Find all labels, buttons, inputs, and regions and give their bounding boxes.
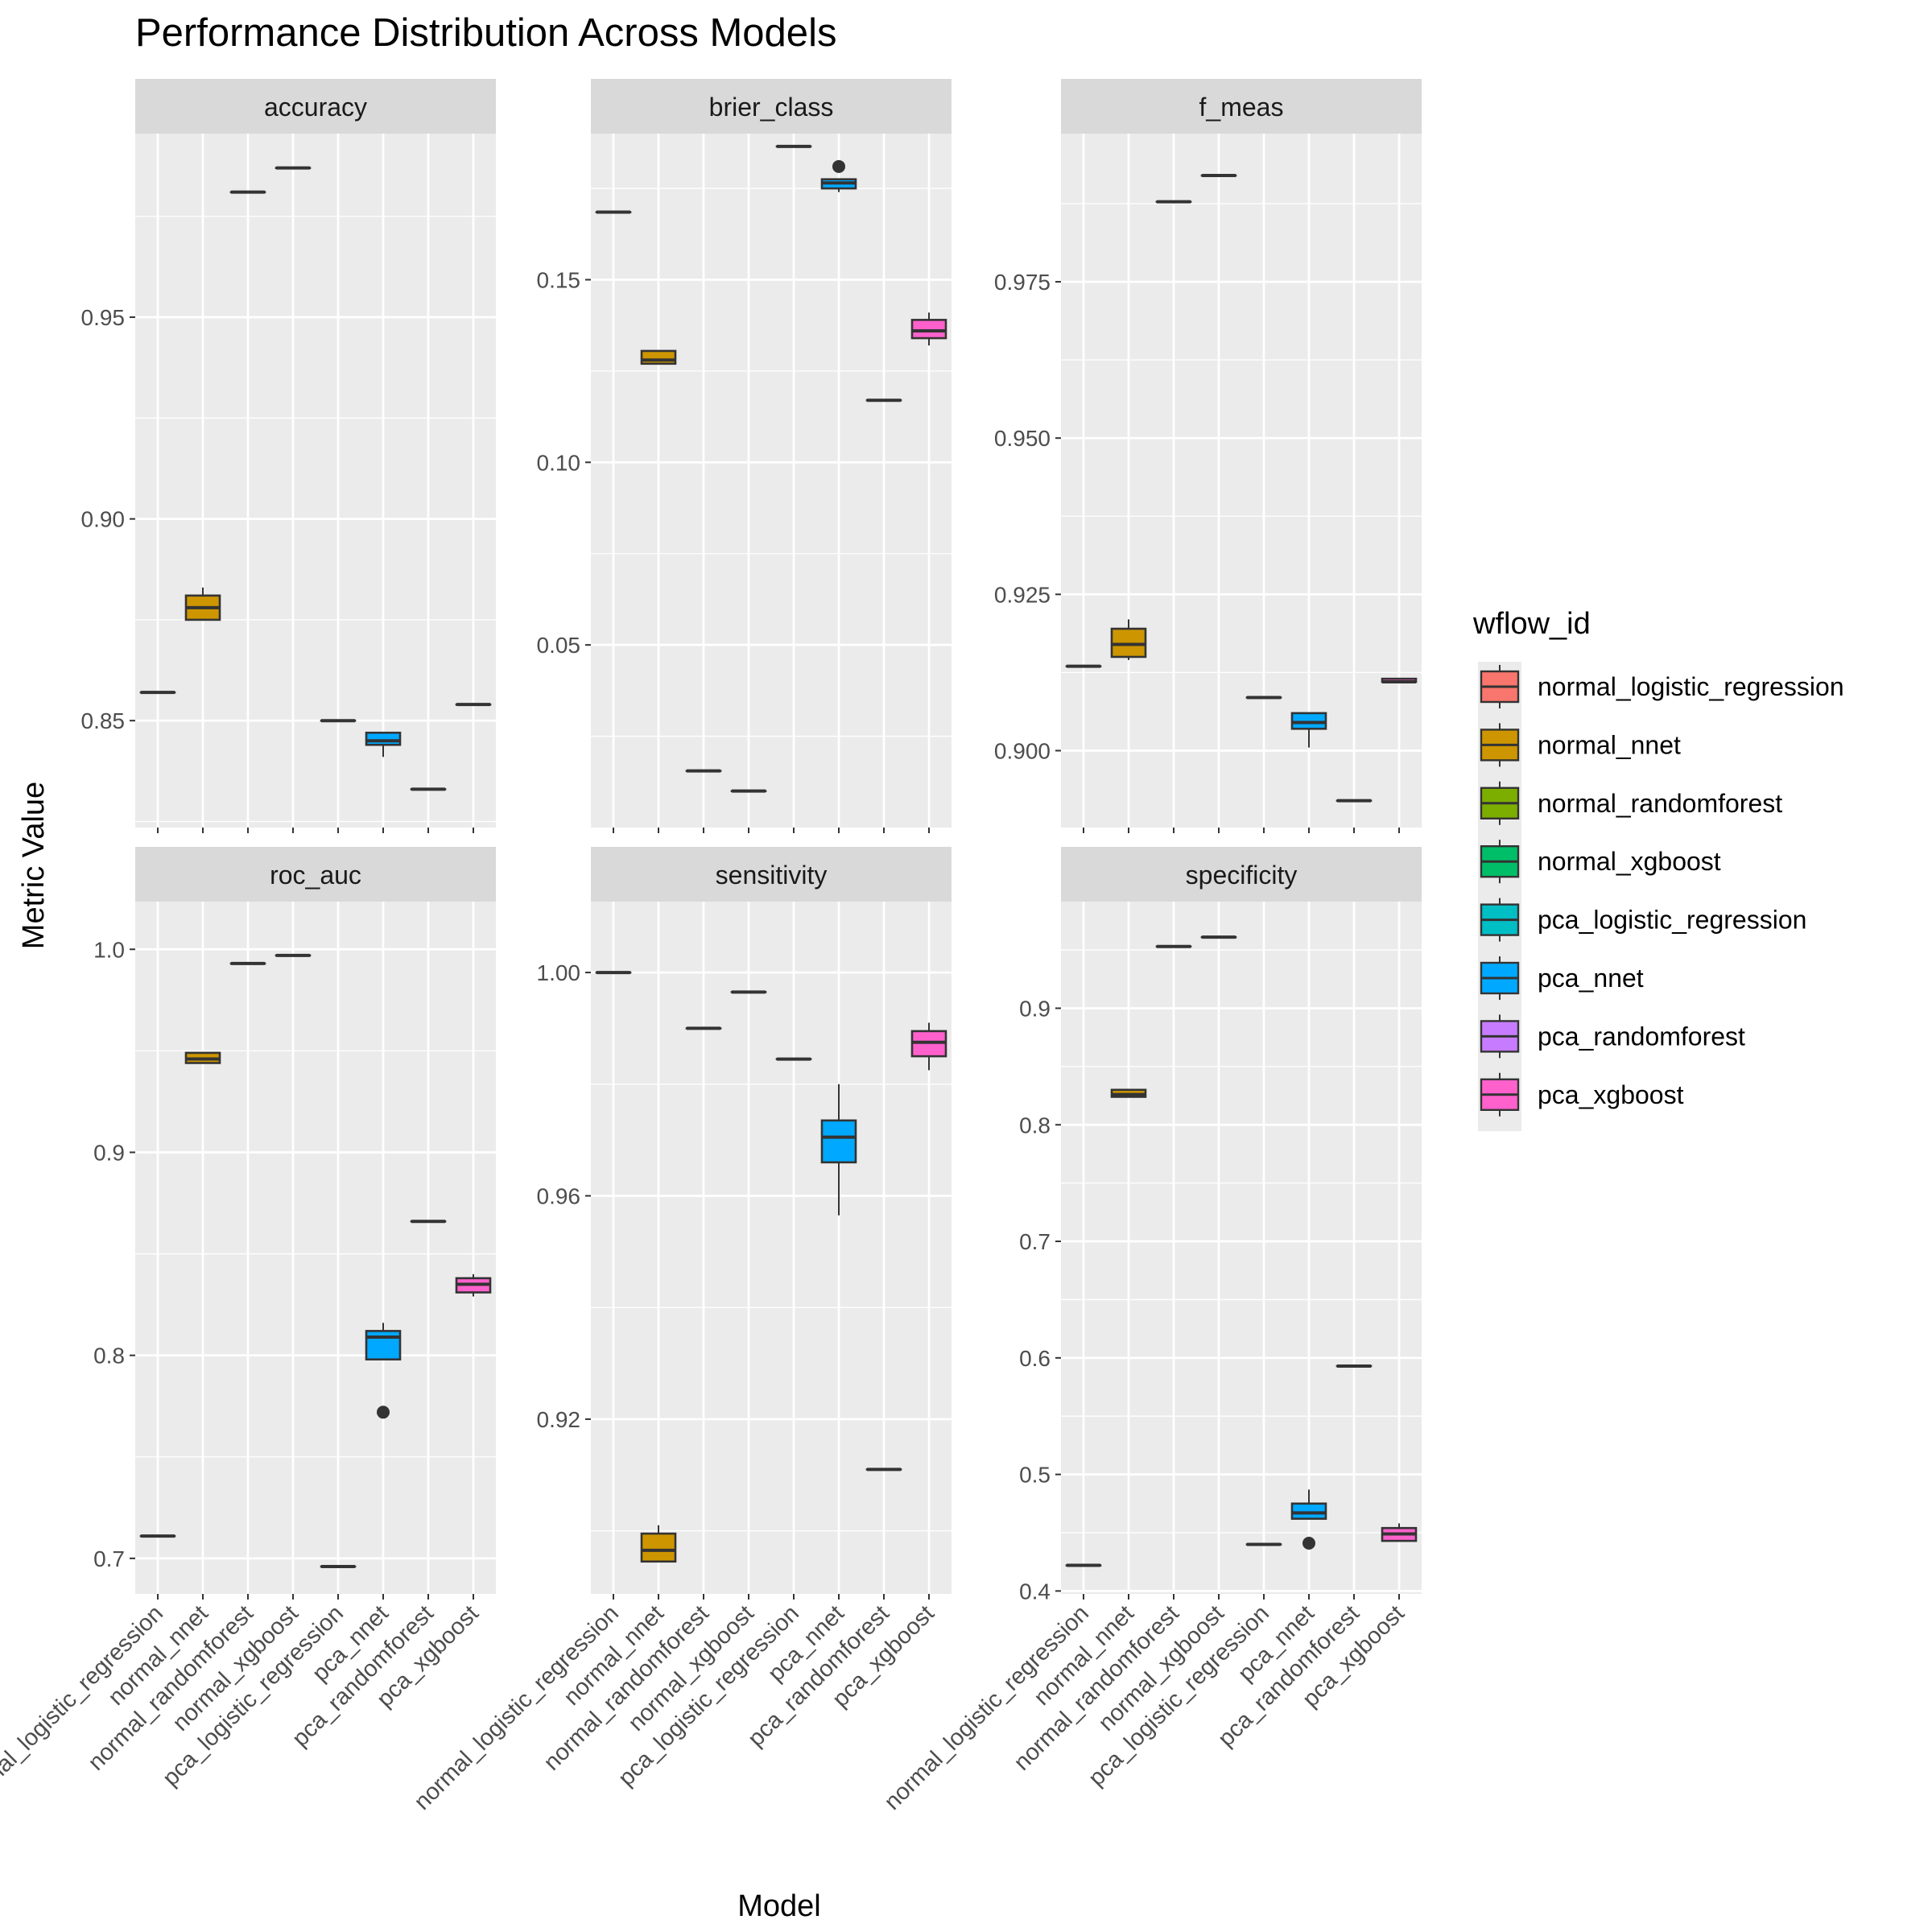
box-normal-nnet — [184, 1051, 221, 1064]
y-tick-label: 0.9 — [1019, 996, 1051, 1021]
outlier-point — [832, 159, 845, 173]
legend-label: pca_randomforest — [1538, 1022, 1745, 1051]
legend-label: pca_logistic_regression — [1538, 906, 1806, 935]
y-tick-label: 0.900 — [994, 738, 1051, 763]
legend-item-normal-randomforest: normal_randomforest — [1480, 781, 1782, 825]
legend-item-pca-nnet: pca_nnet — [1480, 956, 1644, 1000]
panel-background — [591, 134, 952, 828]
box-normal-nnet — [184, 587, 221, 621]
panel-background — [1061, 902, 1422, 1594]
box-normal-nnet — [640, 1525, 677, 1563]
panel-f-meas: f_meas 0.900 0.925 0.950 0.975 — [994, 79, 1422, 833]
box-body — [365, 1330, 402, 1361]
y-tick-label: 0.925 — [994, 582, 1051, 607]
facet-label: brier_class — [709, 93, 834, 122]
facet-label: specificity — [1186, 861, 1298, 890]
y-tick-label: 0.95 — [81, 305, 126, 330]
y-tick-label: 0.15 — [537, 267, 581, 292]
legend-item-pca-randomforest: pca_randomforest — [1480, 1014, 1745, 1059]
box-body — [1290, 1502, 1327, 1520]
y-tick-label: 0.05 — [537, 633, 581, 658]
y-tick-label: 0.8 — [93, 1344, 125, 1368]
legend-label: normal_xgboost — [1538, 847, 1721, 876]
legend-item-normal-xgboost: normal_xgboost — [1480, 840, 1721, 884]
y-tick-label: 0.90 — [81, 507, 126, 532]
legend-title: wflow_id — [1472, 607, 1591, 641]
y-tick-label: 1.00 — [537, 960, 581, 985]
box-pca-xgboost — [1381, 677, 1418, 684]
box-pca-nnet — [365, 731, 402, 758]
legend-label: normal_nnet — [1538, 730, 1681, 759]
box-normal-nnet — [640, 349, 677, 365]
panel-background — [591, 902, 952, 1594]
legend-label: normal_randomforest — [1538, 789, 1782, 818]
y-tick-label: 0.85 — [81, 708, 126, 733]
y-tick-label: 0.10 — [537, 450, 581, 475]
legend-label: pca_xgboost — [1538, 1080, 1684, 1109]
x-axis-title: Model — [737, 1889, 821, 1923]
y-tick-label: 0.96 — [537, 1184, 581, 1209]
box-pca-xgboost — [455, 1274, 492, 1297]
y-tick-label: 1.0 — [93, 937, 125, 962]
box-body — [640, 1532, 677, 1563]
box-pca-nnet — [820, 159, 857, 192]
y-tick-label: 0.92 — [537, 1407, 581, 1432]
chart-title: Performance Distribution Across Models — [135, 11, 836, 55]
legend-label: normal_logistic_regression — [1538, 672, 1844, 701]
y-tick-label: 0.5 — [1019, 1463, 1051, 1488]
legend-item-pca-xgboost: pca_xgboost — [1480, 1072, 1684, 1117]
legend: wflow_id normal_logistic_regressionnorma… — [1472, 607, 1844, 1132]
legend-item-normal-nnet: normal_nnet — [1480, 723, 1681, 767]
legend-label: pca_nnet — [1538, 964, 1644, 993]
facet-label: f_meas — [1199, 93, 1284, 122]
box-normal-nnet — [1110, 619, 1147, 660]
panel-background — [1061, 134, 1422, 828]
box-pca-nnet — [1290, 712, 1327, 748]
panel-background — [135, 134, 496, 828]
box-pca-nnet — [820, 1084, 857, 1216]
y-tick-label: 0.7 — [93, 1546, 125, 1571]
panel-accuracy: accuracy 0.85 0.90 0.95 — [81, 79, 496, 833]
y-tick-label: 0.950 — [994, 426, 1051, 451]
panel-specificity: specificity0.40.50.60.70.80.9normal_logi… — [879, 847, 1422, 1815]
box-body — [640, 349, 677, 365]
legend-item-pca-logistic-regression: pca_logistic_regression — [1480, 898, 1806, 942]
panel-roc-auc: roc_auc0.70.80.91.0normal_logistic_regre… — [0, 847, 496, 1815]
box-normal-nnet — [1110, 1088, 1147, 1098]
y-tick-label: 0.6 — [1019, 1346, 1051, 1371]
facet-label: accuracy — [264, 93, 367, 122]
y-tick-label: 0.975 — [994, 270, 1051, 295]
outlier-point — [1302, 1537, 1315, 1550]
y-tick-label: 0.7 — [1019, 1229, 1051, 1254]
facet-label: roc_auc — [270, 861, 361, 890]
box-pca-nnet — [1290, 1489, 1327, 1550]
box-pca-nnet — [365, 1323, 402, 1419]
facet-strip — [135, 79, 496, 134]
y-tick-label: 0.4 — [1019, 1579, 1051, 1604]
box-body — [820, 1119, 857, 1164]
box-body — [910, 319, 947, 340]
panel-brier-class: brier_class 0.05 0.10 0.15 — [537, 79, 952, 833]
box-pca-xgboost — [910, 1022, 947, 1071]
facet-strip — [135, 847, 496, 902]
facet-strip — [591, 79, 952, 134]
facet-label: sensitivity — [716, 861, 828, 890]
box-body — [365, 731, 402, 746]
y-tick-label: 0.8 — [1019, 1113, 1051, 1137]
y-tick-label: 0.9 — [93, 1140, 125, 1165]
legend-item-normal-logistic-regression: normal_logistic_regression — [1480, 665, 1844, 708]
y-axis-title: Metric Value — [17, 782, 51, 949]
facet-strip — [1061, 79, 1422, 134]
facet-strip — [1061, 847, 1422, 902]
box-pca-xgboost — [910, 312, 947, 346]
outlier-point — [377, 1406, 390, 1419]
panel-background — [135, 902, 496, 1594]
facet-strip — [591, 847, 952, 902]
box-pca-xgboost — [1381, 1523, 1418, 1542]
